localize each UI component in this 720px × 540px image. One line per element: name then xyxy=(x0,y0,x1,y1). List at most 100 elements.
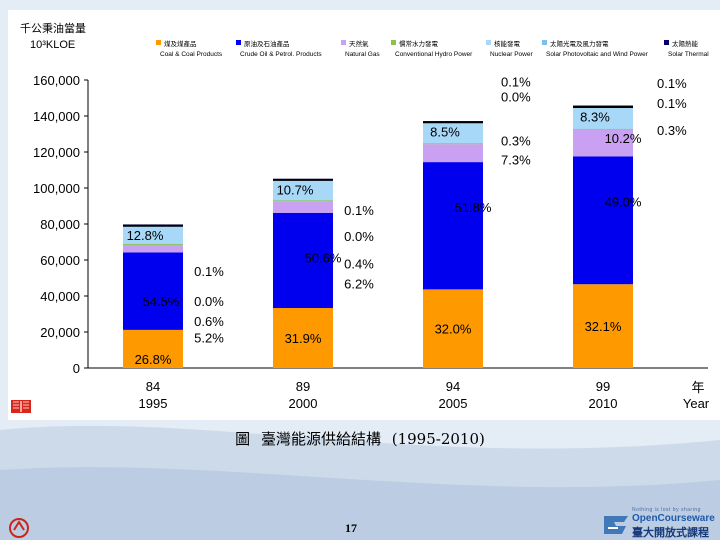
bar-segment xyxy=(573,156,633,285)
legend-swatch xyxy=(391,40,396,45)
y-axis-unit: 10³KLOE xyxy=(30,39,75,51)
bar-segment xyxy=(423,162,483,290)
legend-label-zh: 天然氣 xyxy=(349,39,369,48)
data-label: 0.6% xyxy=(194,314,224,329)
bar-segment xyxy=(573,284,633,368)
data-label: 0.1% xyxy=(501,74,531,89)
x-tick-label-year: 2010 xyxy=(589,396,618,411)
x-tick-label-roc: 99 xyxy=(596,379,610,394)
bar-segment xyxy=(273,180,333,201)
data-label: 50.6% xyxy=(305,250,342,265)
legend-label-en: Natural Gas xyxy=(345,51,380,58)
bar-segment xyxy=(273,307,333,368)
bar-segment xyxy=(273,201,333,213)
bar-segment xyxy=(573,107,633,129)
y-tick-label: 80,000 xyxy=(40,217,80,232)
caption-label: 圖 xyxy=(235,430,251,448)
data-label: 49.0% xyxy=(605,194,642,209)
data-label: 10.7% xyxy=(277,182,314,197)
figure-caption: 圖 臺灣能源供給結構 (1995-2010) xyxy=(0,428,720,449)
legend-swatch xyxy=(542,40,547,45)
bar-segment xyxy=(423,144,483,163)
caption-years: (1995-2010) xyxy=(391,430,485,448)
data-label: 0.1% xyxy=(657,76,687,91)
caption-title: 臺灣能源供給結構 xyxy=(260,430,381,448)
bar-segment xyxy=(573,129,633,157)
ocw-name: OpenCourseware xyxy=(632,513,715,524)
data-label: 0.1% xyxy=(194,264,224,279)
legend-label-zh: 核能發電 xyxy=(494,39,521,48)
bar-segment xyxy=(123,252,183,330)
legend-label-zh: 太陽熱能 xyxy=(672,39,699,48)
x-tick-label-roc: 84 xyxy=(146,379,160,394)
data-label: 0.4% xyxy=(344,256,374,271)
bar-segment xyxy=(573,128,633,130)
data-label: 26.8% xyxy=(135,352,172,367)
x-tick-label-roc: 94 xyxy=(446,379,460,394)
data-label: 51.8% xyxy=(455,200,492,215)
page-number: 17 xyxy=(345,521,357,535)
y-axis-title: 千公秉油當量 xyxy=(20,21,86,35)
data-label: 31.9% xyxy=(285,331,322,346)
data-label: 7.3% xyxy=(501,153,531,168)
data-label: 0.0% xyxy=(501,90,531,105)
legend-label-en: Solar Thermal xyxy=(668,51,709,58)
data-label: 8.5% xyxy=(430,125,460,140)
x-tick-label-year: 2005 xyxy=(439,396,468,411)
legend-label-zh: 太陽光電及風力發電 xyxy=(550,39,609,48)
legend-label-en: Nuclear Power xyxy=(490,51,533,58)
y-tick-label: 100,000 xyxy=(33,181,80,196)
bar-segment xyxy=(123,225,183,245)
y-tick-label: 120,000 xyxy=(33,145,80,160)
legend-label-en: Conventional Hydro Power xyxy=(395,51,473,58)
legend-swatch xyxy=(236,40,241,45)
y-tick-label: 20,000 xyxy=(40,325,80,340)
legend-swatch xyxy=(341,40,346,45)
data-label: 32.1% xyxy=(585,319,622,334)
x-axis-title-zh: 年 xyxy=(691,380,704,395)
data-label: 0.1% xyxy=(344,203,374,218)
legend-label-en: Coal & Coal Products xyxy=(160,51,223,58)
data-label: 0.0% xyxy=(194,294,224,309)
y-tick-label: 60,000 xyxy=(40,253,80,268)
data-label: 54.5% xyxy=(143,294,180,309)
data-label: 0.0% xyxy=(344,229,374,244)
legend-label-zh: 煤及煤產品 xyxy=(164,39,197,48)
x-axis-title-en: Year xyxy=(683,396,710,411)
legend-label-zh: 慣常水力發電 xyxy=(399,39,439,48)
data-label: 0.3% xyxy=(501,134,531,149)
bar-segment xyxy=(273,212,333,308)
y-tick-label: 160,000 xyxy=(33,73,80,88)
legend-label-en: Solar Photovoltaic and Wind Power xyxy=(546,51,649,58)
ocw-school-name: 臺大開放式課程 xyxy=(632,526,709,539)
data-label: 32.0% xyxy=(435,322,472,337)
bar-segment xyxy=(123,244,183,253)
bar-segment xyxy=(273,199,333,202)
legend-swatch xyxy=(486,40,491,45)
x-tick-label-roc: 89 xyxy=(296,379,310,394)
ocw-tagline: Nothing is lost by sharing xyxy=(632,507,701,513)
x-tick-label-year: 2000 xyxy=(289,396,318,411)
emblem-icon xyxy=(9,518,29,538)
bar-segment xyxy=(123,329,183,368)
data-label: 10.2% xyxy=(605,131,642,146)
y-tick-label: 0 xyxy=(73,361,80,376)
data-label: 12.8% xyxy=(127,228,164,243)
energy-supply-chart: 千公秉油當量 10³KLOE 0 20,000 40,000 60,000 80,000 10… xyxy=(20,21,710,411)
legend-label-en: Crude Oil & Petrol. Products xyxy=(240,51,322,58)
bar-segment xyxy=(123,243,183,245)
data-label: 0.3% xyxy=(657,123,687,138)
legend-swatch xyxy=(156,40,161,45)
x-tick-label-year: 1995 xyxy=(139,396,168,411)
bar-segment xyxy=(423,122,483,144)
legend-swatch xyxy=(664,40,669,45)
y-tick-label: 40,000 xyxy=(40,289,80,304)
data-label: 8.3% xyxy=(580,109,610,124)
ocw-logo-icon xyxy=(604,516,628,534)
bar-segment xyxy=(423,289,483,368)
chart-panel: 千公秉油當量 10³KLOE 0 20,000 40,000 60,000 80,000 10… xyxy=(8,10,720,420)
legend-label-zh: 原油及石油產品 xyxy=(244,39,290,48)
data-label: 0.1% xyxy=(657,96,687,111)
data-label: 5.2% xyxy=(194,330,224,345)
book-icon xyxy=(11,400,31,413)
